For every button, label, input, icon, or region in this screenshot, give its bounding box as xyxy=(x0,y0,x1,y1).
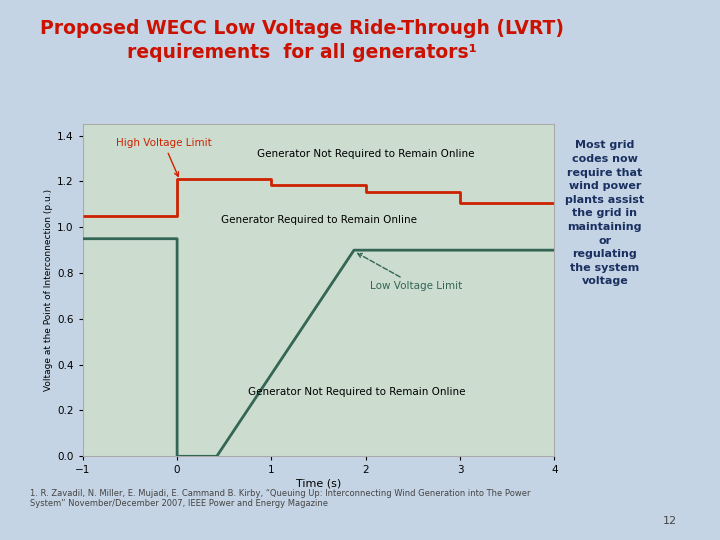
Text: Generator Not Required to Remain Online: Generator Not Required to Remain Online xyxy=(257,149,474,159)
X-axis label: Time (s): Time (s) xyxy=(296,478,341,488)
Text: Generator Required to Remain Online: Generator Required to Remain Online xyxy=(220,215,417,225)
Y-axis label: Voltage at the Point of Interconnection (p.u.): Voltage at the Point of Interconnection … xyxy=(44,189,53,392)
Text: Most grid
codes now
require that
wind power
plants assist
the grid in
maintainin: Most grid codes now require that wind po… xyxy=(565,140,644,286)
Text: Low Voltage Limit: Low Voltage Limit xyxy=(358,253,463,291)
Text: 12: 12 xyxy=(662,516,677,526)
Text: High Voltage Limit: High Voltage Limit xyxy=(116,138,212,177)
Text: 1. R. Zavadil, N. Miller, E. Mujadi, E. Cammand B. Kirby, “Queuing Up: Interconn: 1. R. Zavadil, N. Miller, E. Mujadi, E. … xyxy=(30,489,531,508)
Text: Proposed WECC Low Voltage Ride-Through (LVRT): Proposed WECC Low Voltage Ride-Through (… xyxy=(40,19,564,38)
Text: requirements  for all generators¹: requirements for all generators¹ xyxy=(127,43,477,62)
Text: Generator Not Required to Remain Online: Generator Not Required to Remain Online xyxy=(248,387,465,397)
